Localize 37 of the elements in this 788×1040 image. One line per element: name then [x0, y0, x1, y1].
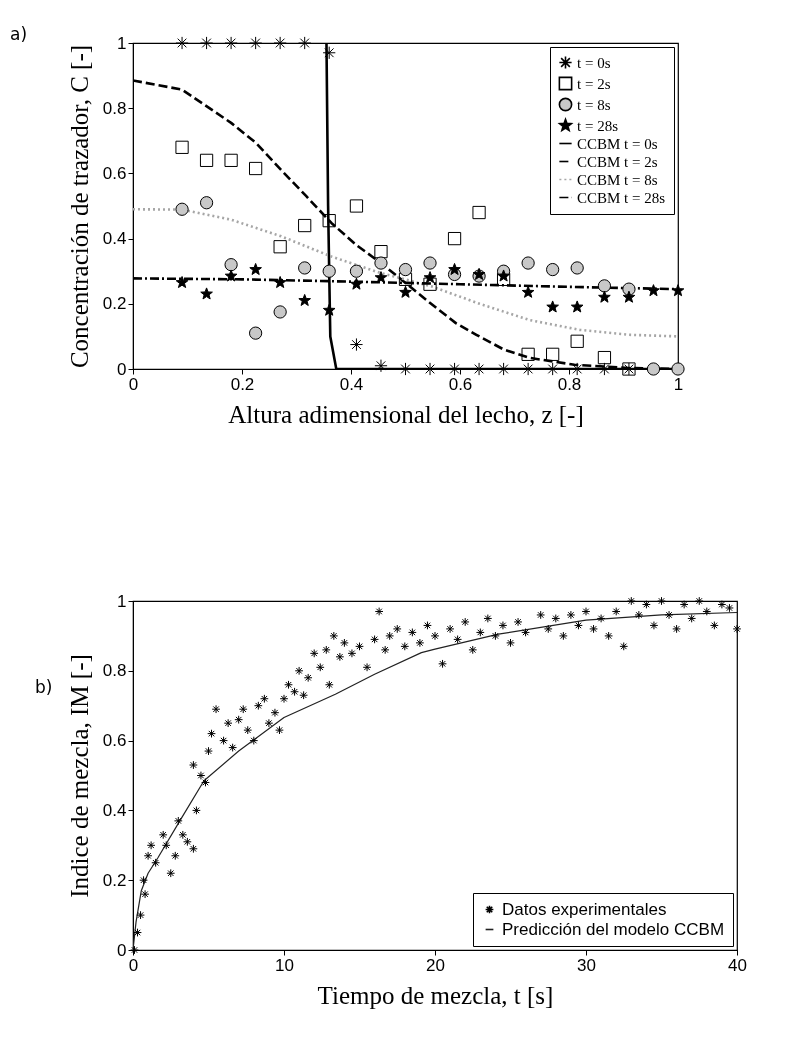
legend-label: CCBM t = 28s — [577, 189, 666, 206]
legend-label: t = 0s — [577, 54, 611, 71]
legend-label: t = 28s — [577, 117, 619, 134]
y-tick-label: 1 — [117, 33, 127, 53]
x-tick-label: 0.2 — [230, 374, 255, 394]
legend-label: CCBM t = 2s — [577, 153, 658, 170]
legend-label: t = 2s — [577, 75, 611, 92]
x-axis-title: Tiempo de mezcla, t [s] — [317, 981, 554, 1009]
text: a) — [10, 24, 28, 44]
y-tick-label: 1 — [117, 591, 127, 611]
x-tick-label: 0.6 — [448, 374, 473, 394]
y-tick-label: 0.2 — [102, 870, 127, 890]
y-tick-label: 0.8 — [102, 661, 127, 681]
legend-label: CCBM t = 8s — [577, 171, 658, 188]
y-tick-label: 0.2 — [102, 294, 127, 314]
text: b) — [35, 677, 53, 697]
x-axis-title: Altura adimensional del lecho, z [-] — [228, 400, 584, 428]
y-tick-label: 0 — [117, 359, 127, 379]
y-tick-label: 0.6 — [102, 731, 127, 751]
y-axis-title: Concentración de trazador, C [-] — [65, 44, 93, 369]
x-tick-label: 0.4 — [339, 374, 364, 394]
y-axis-title: Indice de mezcla, IM [-] — [65, 654, 93, 898]
y-tick-label: 0.4 — [102, 800, 127, 820]
y-tick-label: 0.4 — [102, 229, 127, 249]
x-tick-label: 1 — [673, 374, 684, 394]
y-tick-label: 0 — [117, 940, 127, 960]
x-tick-label: 10 — [275, 955, 294, 975]
x-tick-label: 30 — [577, 955, 596, 975]
y-tick-label: 0.6 — [102, 163, 127, 183]
y-tick-label: 0.8 — [102, 98, 127, 118]
legend-label: t = 8s — [577, 96, 611, 113]
legend-label: CCBM t = 0s — [577, 135, 658, 152]
legend-label: Predicción del modelo CCBM — [502, 919, 725, 939]
x-tick-label: 40 — [728, 955, 747, 975]
x-tick-label: 0.8 — [557, 374, 582, 394]
legend-label: Datos experimentales — [502, 899, 667, 919]
x-tick-label: 20 — [426, 955, 445, 975]
